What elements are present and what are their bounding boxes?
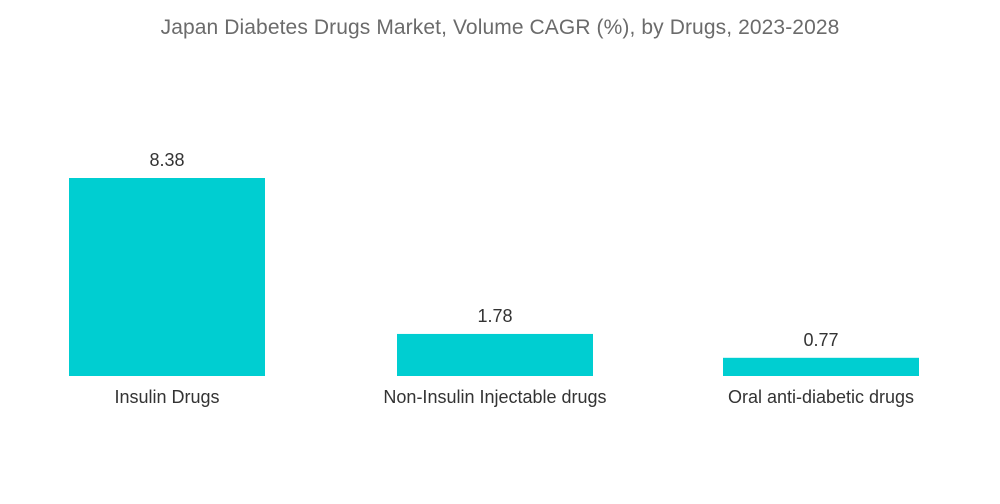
bars-group bbox=[69, 178, 919, 376]
bar-3 bbox=[723, 357, 919, 376]
bar-1 bbox=[69, 178, 265, 376]
value-labels-group: 8.38 1.78 0.77 bbox=[149, 150, 838, 350]
bar-value-label-2: 1.78 bbox=[477, 306, 512, 326]
category-label-3: Oral anti-diabetic drugs bbox=[728, 387, 914, 407]
bar-2 bbox=[397, 333, 593, 376]
category-labels-group: Insulin Drugs Non-Insulin Injectable drug… bbox=[114, 387, 914, 407]
chart-title: Japan Diabetes Drugs Market, Volume CAGR… bbox=[160, 16, 840, 39]
category-label-1: Insulin Drugs bbox=[114, 387, 219, 407]
bar-value-label-3: 0.77 bbox=[803, 330, 838, 350]
category-label-2: Non-Insulin Injectable drugs bbox=[383, 387, 606, 407]
bar-value-label-1: 8.38 bbox=[149, 150, 184, 170]
